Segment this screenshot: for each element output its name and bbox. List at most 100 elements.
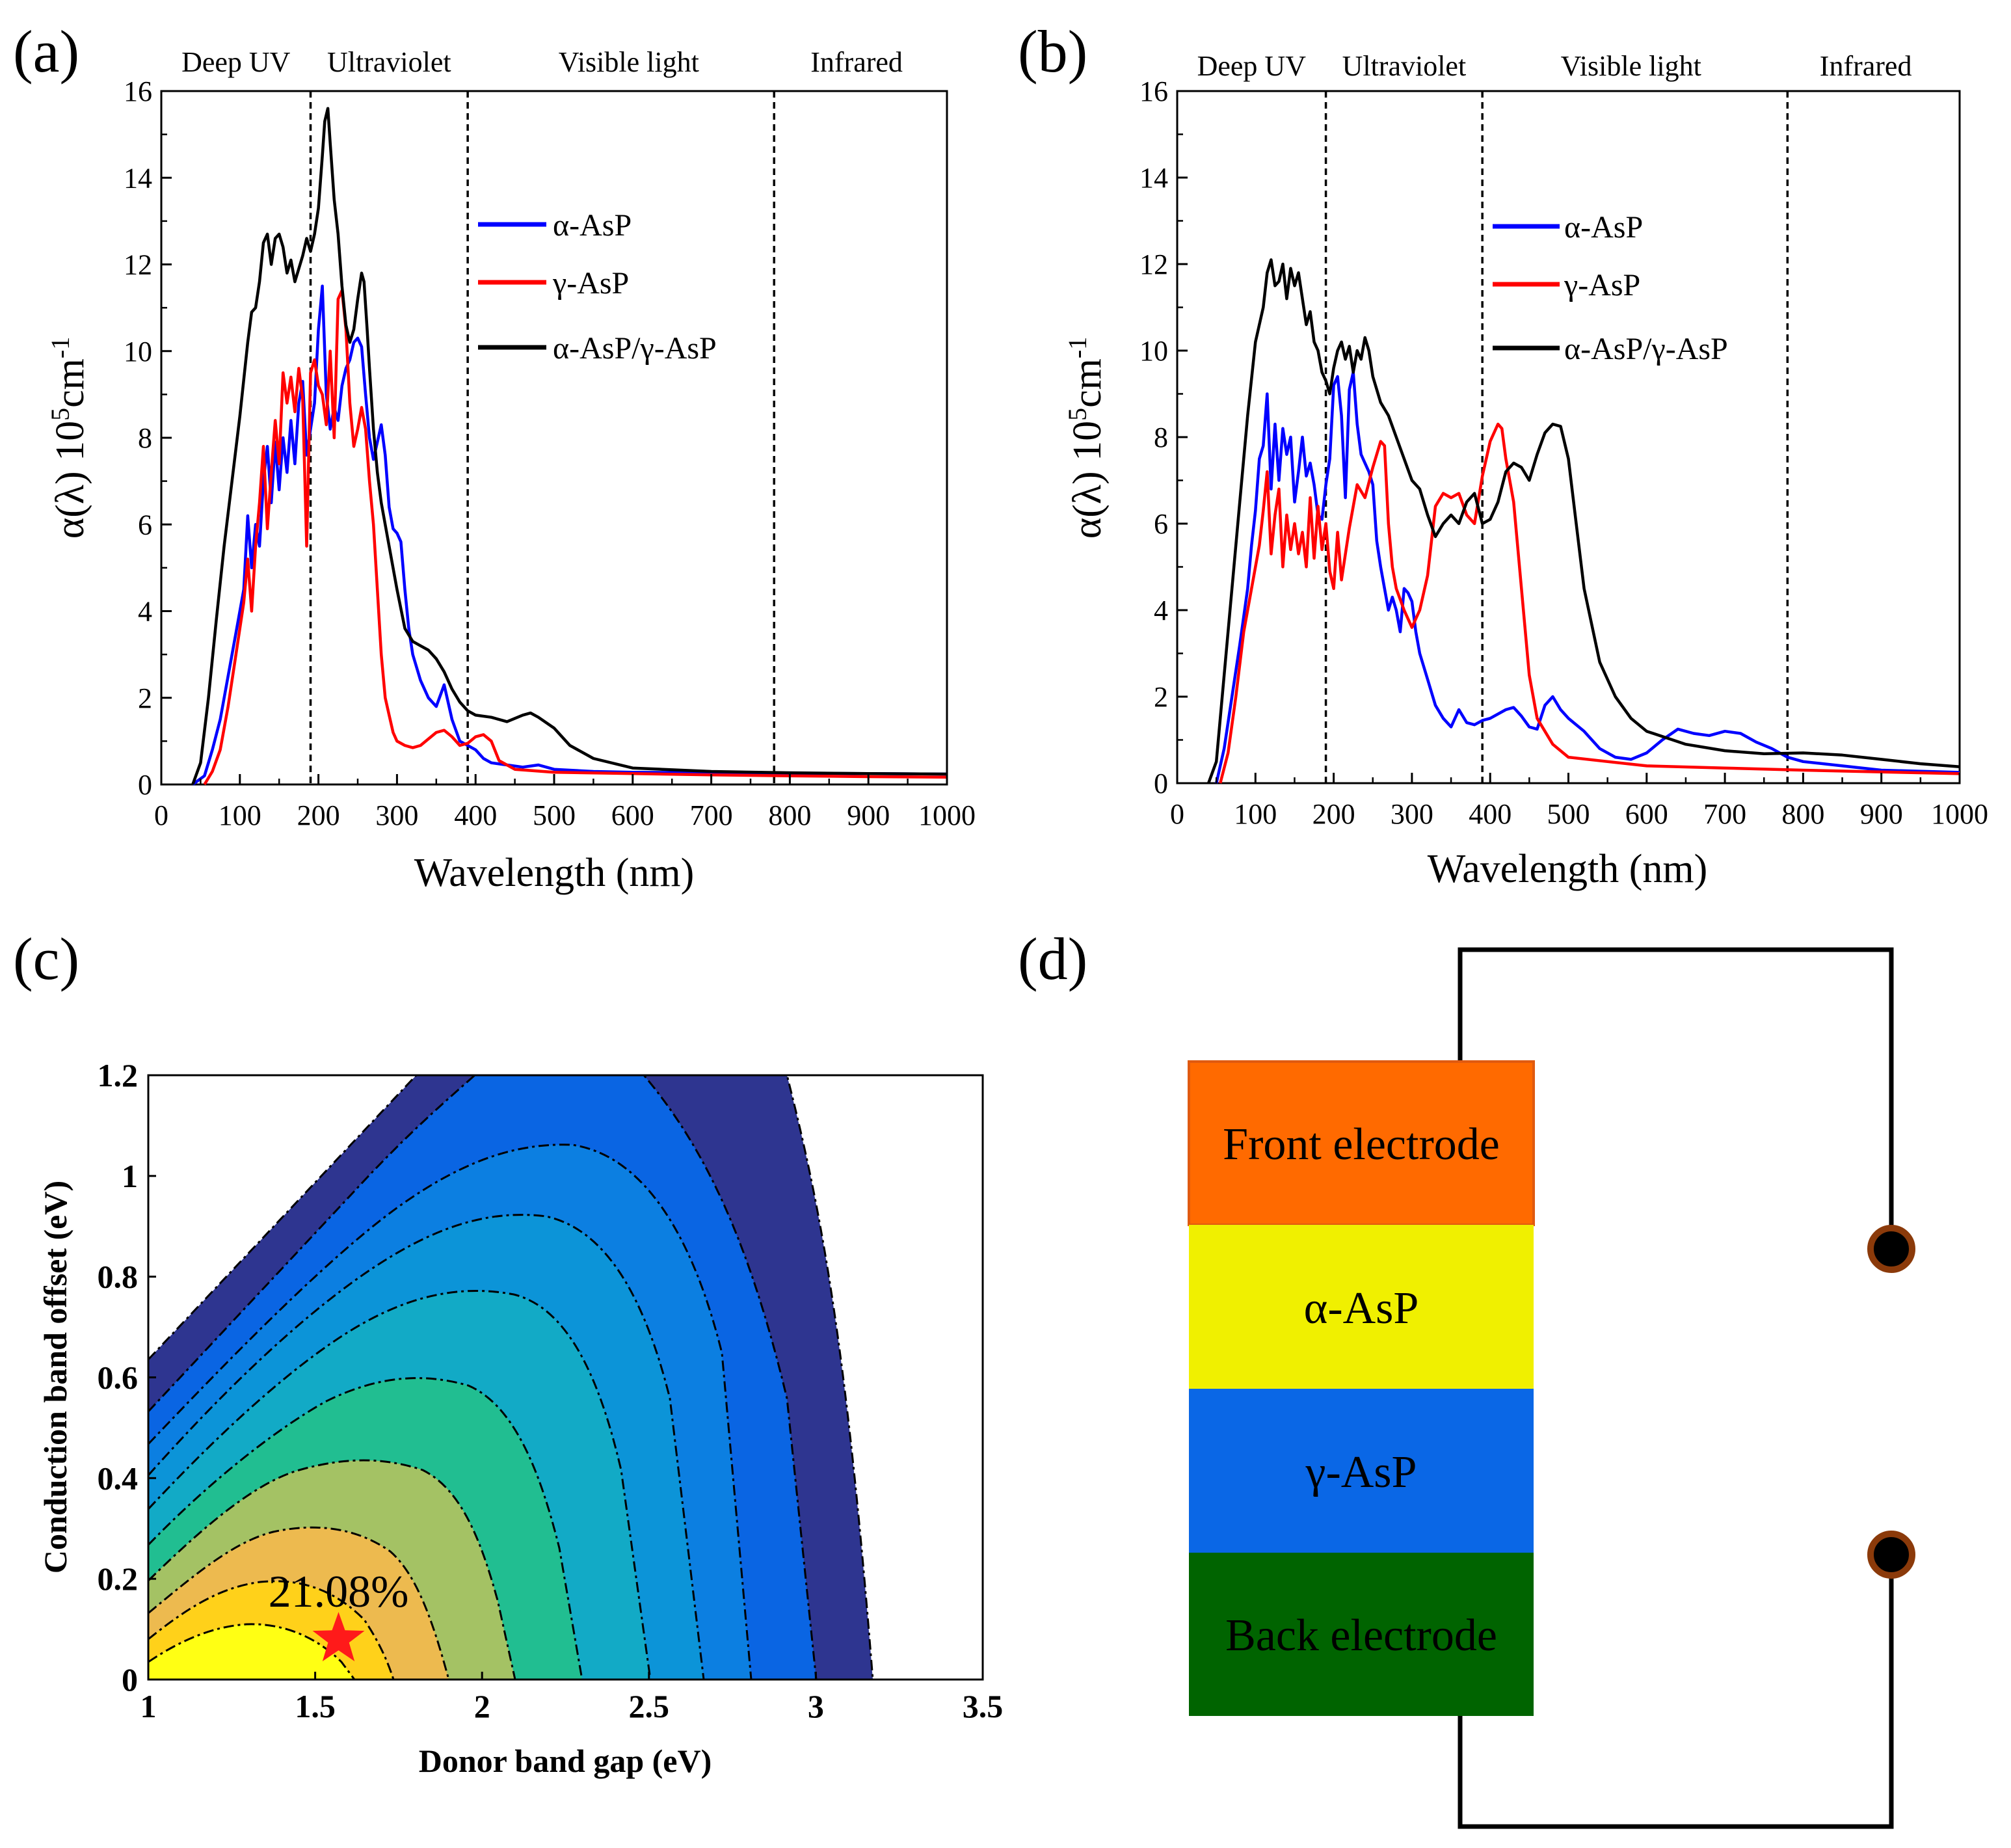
panel-c-y-axis-label: Conduction band offset (eV) <box>37 1181 73 1573</box>
panel-a-x-ticks: 0 100 200 300 400 500 600 700 800 900 1000 <box>154 774 976 831</box>
c-y-tick-label-5: 1 <box>122 1158 138 1194</box>
x-tick-label-0: 0 <box>154 799 168 831</box>
y-tick-label-6: 12 <box>1139 248 1168 280</box>
y-tick-label-2: 4 <box>1154 595 1168 626</box>
layer-gamma-asp-label: γ-AsP <box>1305 1447 1417 1497</box>
x-tick-label-2: 200 <box>1312 798 1355 830</box>
y-tick-label-1: 2 <box>138 682 152 714</box>
panel-b-y-axis-label: α(λ) 105cm-1 <box>1063 337 1110 539</box>
y-tick-label-0: 0 <box>138 769 152 801</box>
panel-a-legend-alpha: α-AsP <box>553 208 632 243</box>
x-tick-label-9: 900 <box>1860 798 1903 830</box>
panel-b-y-axis-main: α(λ) 10 <box>1065 421 1110 539</box>
series-line-0 <box>1215 371 1960 784</box>
panel-a-legend-gamma: γ-AsP <box>552 266 629 301</box>
panel-b-y-axis-sup: 5 <box>1063 408 1092 421</box>
panel-c-label: (c) <box>13 926 79 992</box>
y-tick-label-3: 6 <box>138 509 152 541</box>
series-line-1 <box>1219 422 1960 784</box>
c-x-tick-label-5: 3.5 <box>963 1688 1004 1724</box>
x-tick-label-8: 800 <box>1781 798 1824 830</box>
c-x-tick-label-3: 2.5 <box>629 1688 670 1724</box>
panel-c-contour-chart: (c) 1 1.5 2 2.5 3 3.5 0 0.2 0.4 0.6 0.8 1 1.2 21.08… <box>13 926 1003 1779</box>
y-tick-label-4: 8 <box>1154 422 1168 453</box>
y-tick-label-5: 10 <box>1139 335 1168 367</box>
x-tick-label-2: 200 <box>297 799 340 831</box>
region-label-3: Infrared <box>810 46 903 78</box>
x-tick-label-9: 900 <box>847 799 890 831</box>
panel-a-y-axis-label: α(λ) 105cm-1 <box>46 337 93 539</box>
y-tick-label-4: 8 <box>138 422 152 454</box>
c-y-tick-label-6: 1.2 <box>98 1057 139 1093</box>
contour-band-20 <box>148 1623 356 1680</box>
panel-b-y-ticks: 0 2 4 6 8 10 12 14 16 <box>1139 75 1188 799</box>
y-tick-label-0: 0 <box>1154 768 1168 799</box>
panel-a-y-axis-unit: cm <box>48 358 92 408</box>
panel-b-x-axis-label: Wavelength (nm) <box>1428 847 1708 891</box>
x-tick-label-6: 600 <box>611 799 654 831</box>
x-tick-label-3: 300 <box>1391 798 1433 830</box>
y-tick-label-3: 6 <box>1154 508 1168 540</box>
panel-a-y-ticks: 0 2 4 6 8 10 12 14 16 <box>124 75 172 801</box>
x-tick-label-1: 100 <box>219 799 261 831</box>
terminal-upper <box>1867 1225 1915 1273</box>
x-tick-label-6: 600 <box>1625 798 1668 830</box>
y-tick-label-1: 2 <box>1154 681 1168 713</box>
series-line-1 <box>203 289 948 786</box>
layer-back-electrode <box>1189 1553 1534 1716</box>
layer-back-electrode-label: Back electrode <box>1225 1611 1497 1661</box>
panel-b-y-axis-unit-sup: -1 <box>1063 337 1092 358</box>
panel-a-legend: α-AsP γ-AsP α-AsP/γ-AsP <box>478 208 717 366</box>
layer-front-electrode-label: Front electrode <box>1223 1119 1500 1170</box>
y-tick-label-7: 14 <box>124 162 152 194</box>
x-tick-label-7: 700 <box>1703 798 1746 830</box>
optimum-star-marker <box>312 1612 365 1661</box>
c-x-tick-label-1: 1.5 <box>295 1688 336 1724</box>
efficiency-annotation: 21.08% <box>269 1567 409 1617</box>
x-tick-label-8: 800 <box>768 799 811 831</box>
y-tick-label-2: 4 <box>138 596 152 628</box>
region-label-2: Visible light <box>559 46 699 78</box>
x-tick-label-5: 500 <box>1547 798 1590 830</box>
panel-b-y-axis-unit: cm <box>1065 358 1110 408</box>
x-tick-label-0: 0 <box>1170 798 1184 830</box>
panel-a-label: (a) <box>13 18 79 85</box>
panel-b-region-boundaries <box>1324 91 1789 783</box>
x-tick-label-5: 500 <box>533 799 576 831</box>
c-y-tick-label-3: 0.6 <box>98 1359 139 1396</box>
region-label-0: Deep UV <box>1197 50 1307 82</box>
region-label-1: Ultraviolet <box>1342 50 1467 82</box>
panel-a-legend-hetero: α-AsP/γ-AsP <box>553 331 717 366</box>
panel-c-contour-fill <box>148 1075 983 1680</box>
series-line-2 <box>1206 258 1960 784</box>
panel-b-legend-gamma: γ-AsP <box>1564 268 1640 302</box>
c-x-tick-label-2: 2 <box>474 1688 490 1724</box>
panel-c-x-ticks: 1 1.5 2 2.5 3 3.5 <box>140 1672 1004 1724</box>
panel-b-x-ticks: 0 100 200 300 400 500 600 700 800 900 1000 <box>1170 773 1988 830</box>
x-tick-label-1: 100 <box>1234 798 1277 830</box>
panel-b-chart: (b) Deep UV Ultraviolet Visible light Infra… <box>1018 18 1988 891</box>
x-tick-label-10: 1000 <box>918 799 976 831</box>
panel-a-x-axis-label: Wavelength (nm) <box>414 851 695 895</box>
panel-b-legend: α-AsP γ-AsP α-AsP/γ-AsP <box>1493 210 1728 366</box>
panel-a-series <box>191 107 948 786</box>
region-label-2: Visible light <box>1561 50 1701 82</box>
panel-c-x-axis-label: Donor band gap (eV) <box>419 1743 712 1779</box>
x-tick-label-10: 1000 <box>1931 798 1988 830</box>
layer-gamma-asp <box>1189 1389 1534 1553</box>
x-tick-label-4: 400 <box>454 799 497 831</box>
panel-b-region-labels: Deep UV Ultraviolet Visible light Infrared <box>1197 50 1912 82</box>
c-y-tick-label-1: 0.2 <box>98 1560 139 1597</box>
panel-b-legend-hetero: α-AsP/γ-AsP <box>1564 332 1728 366</box>
terminal-lower <box>1867 1531 1915 1579</box>
region-label-3: Infrared <box>1820 50 1912 82</box>
circuit-wire-top <box>1458 947 1894 1249</box>
c-x-tick-label-0: 1 <box>140 1688 157 1724</box>
region-label-1: Ultraviolet <box>327 46 451 78</box>
panel-c-y-ticks: 0 0.2 0.4 0.6 0.8 1 1.2 <box>98 1057 156 1698</box>
series-line-2 <box>191 107 948 785</box>
region-label-0: Deep UV <box>181 46 291 78</box>
panel-b-label: (b) <box>1018 18 1087 85</box>
x-tick-label-7: 700 <box>690 799 733 831</box>
